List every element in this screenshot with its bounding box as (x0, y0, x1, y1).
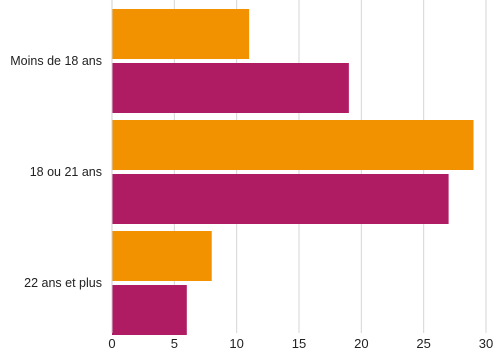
y-category-label: 22 ans et plus (24, 276, 102, 290)
bar-series2-2 (112, 285, 187, 335)
x-tick-label: 20 (354, 336, 368, 349)
x-tick-label: 25 (416, 336, 430, 349)
x-tick-label: 10 (229, 336, 243, 349)
bar-series1-2 (112, 231, 212, 281)
x-tick-label: 5 (171, 336, 178, 349)
y-category-label: 18 ou 21 ans (30, 165, 102, 179)
x-tick-label: 15 (292, 336, 306, 349)
bar-series1-0 (112, 9, 250, 59)
bar-series1-1 (112, 120, 474, 170)
axis-layer: 0 5 10 15 20 25 30 Moins de 18 ans 18 ou 21 ans 2… (10, 0, 493, 351)
y-category-label: Moins de 18 ans (10, 54, 102, 68)
x-tick-label: 0 (108, 336, 115, 349)
x-tick-label: 30 (479, 336, 493, 349)
bar-layer (112, 9, 474, 335)
bar-series2-1 (112, 174, 449, 224)
bar-series2-0 (112, 63, 349, 113)
